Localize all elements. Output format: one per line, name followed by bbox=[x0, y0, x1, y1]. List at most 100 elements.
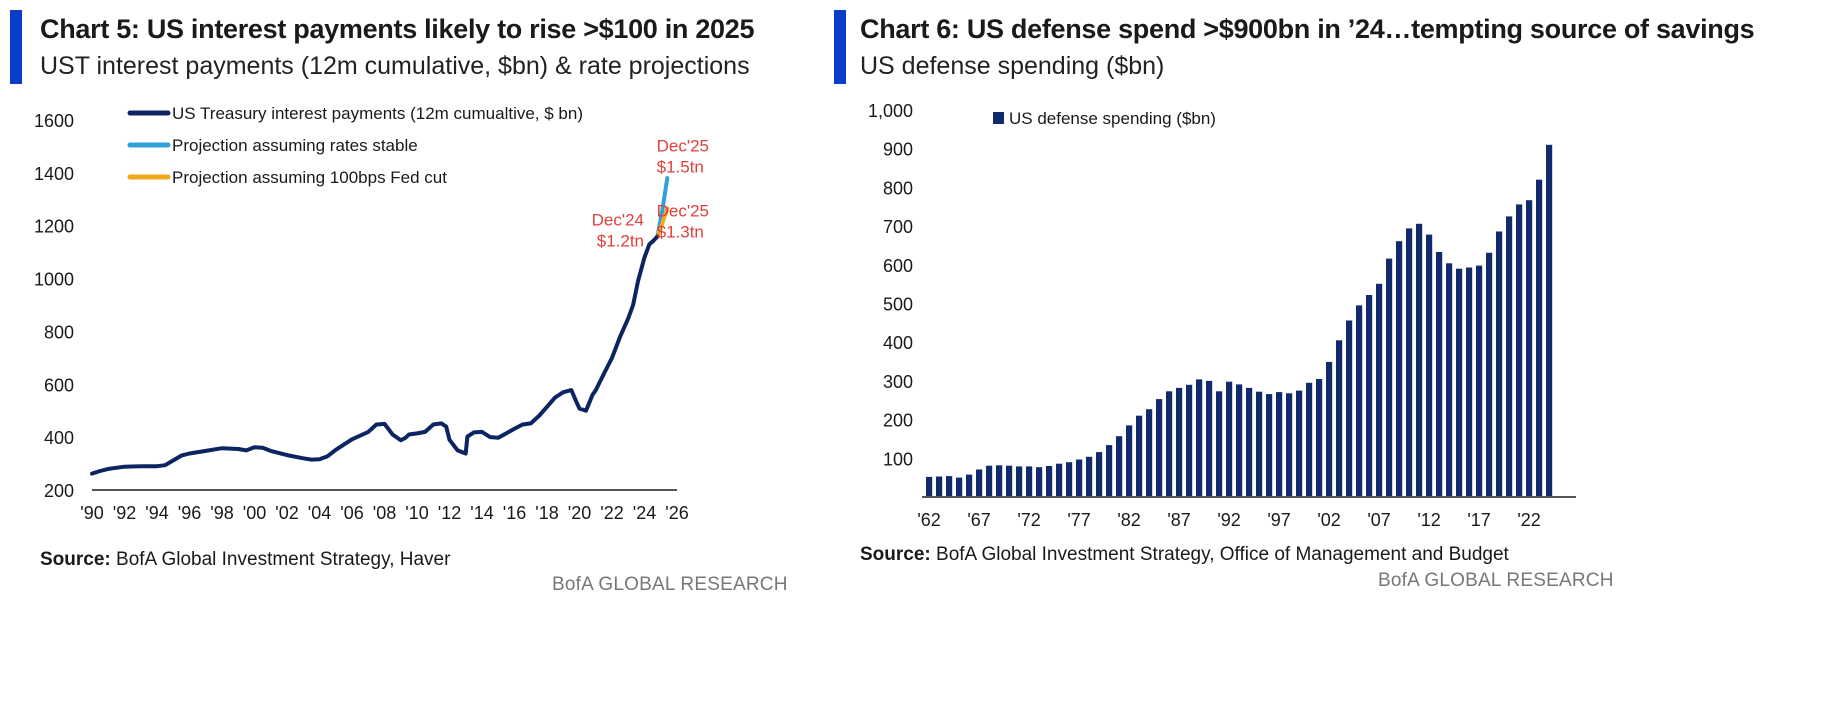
y-tick-label: 1600 bbox=[34, 111, 74, 131]
legend-label: US defense spending ($bn) bbox=[1009, 109, 1216, 128]
bar bbox=[936, 476, 943, 497]
x-tick-label: '08 bbox=[373, 503, 396, 523]
y-tick-label: 400 bbox=[44, 428, 74, 448]
x-tick-label: '02 bbox=[275, 503, 298, 523]
x-tick-label: '62 bbox=[917, 510, 940, 530]
bar bbox=[1126, 425, 1133, 497]
bar bbox=[1536, 179, 1543, 497]
title-accent-bar bbox=[834, 10, 846, 84]
source-text: BofA Global Investment Strategy, Haver bbox=[110, 549, 451, 570]
bar bbox=[956, 477, 963, 497]
bar bbox=[1366, 295, 1373, 497]
y-tick-label: 1400 bbox=[34, 164, 74, 184]
chart-5-subtitle: UST interest payments (12m cumulative, $… bbox=[40, 52, 750, 80]
bar bbox=[1376, 283, 1383, 497]
bar bbox=[1546, 144, 1553, 498]
bar bbox=[1016, 466, 1023, 497]
annotation-label: $1.2tn bbox=[597, 232, 644, 251]
bar bbox=[1266, 394, 1273, 497]
bar bbox=[1026, 466, 1033, 497]
x-tick-label: '22 bbox=[1517, 510, 1540, 530]
bar bbox=[1436, 252, 1443, 497]
bar bbox=[1186, 384, 1193, 497]
x-tick-label: '82 bbox=[1117, 510, 1140, 530]
x-tick-label: '12 bbox=[438, 503, 461, 523]
bar bbox=[1226, 381, 1233, 497]
x-tick-label: '24 bbox=[633, 503, 656, 523]
x-tick-label: '72 bbox=[1017, 510, 1040, 530]
x-tick-label: '18 bbox=[535, 503, 558, 523]
y-tick-label: 600 bbox=[44, 375, 74, 395]
bar bbox=[1396, 241, 1403, 497]
x-tick-label: '16 bbox=[503, 503, 526, 523]
chart-6-panel: Chart 6: US defense spend >$900bn in ’24… bbox=[834, 0, 1842, 704]
bar bbox=[1336, 340, 1343, 497]
bar bbox=[1166, 391, 1173, 497]
bar bbox=[1306, 382, 1313, 497]
source-label: Source: bbox=[40, 549, 111, 570]
bar bbox=[926, 476, 933, 497]
bar bbox=[1456, 268, 1463, 497]
bar bbox=[1046, 466, 1053, 497]
chart-6-title: Chart 6: US defense spend >$900bn in ’24… bbox=[860, 14, 1755, 44]
bar bbox=[1076, 459, 1083, 497]
bar bbox=[1246, 387, 1253, 497]
series-line-cut bbox=[655, 206, 670, 239]
x-tick-label: '92 bbox=[1217, 510, 1240, 530]
bar bbox=[1316, 379, 1323, 497]
bar bbox=[966, 474, 973, 497]
bar bbox=[1056, 463, 1063, 497]
x-tick-label: '92 bbox=[113, 503, 136, 523]
bar bbox=[1346, 320, 1353, 497]
bar bbox=[986, 465, 993, 497]
chart-6-brand: BofA GLOBAL RESEARCH bbox=[1378, 570, 1614, 591]
chart-6-subtitle: US defense spending ($bn) bbox=[860, 52, 1165, 80]
bar bbox=[1136, 415, 1143, 497]
y-tick-label: 500 bbox=[883, 295, 913, 315]
x-tick-label: '04 bbox=[308, 503, 331, 523]
bar bbox=[1406, 228, 1413, 497]
chart-5-brand: BofA GLOBAL RESEARCH bbox=[552, 574, 788, 595]
bar bbox=[1086, 456, 1093, 497]
bar bbox=[1106, 445, 1113, 497]
bar bbox=[1236, 384, 1243, 497]
bar bbox=[1066, 462, 1073, 497]
y-tick-label: 400 bbox=[883, 333, 913, 353]
y-tick-label: 1200 bbox=[34, 217, 74, 237]
annotation-label: $1.3tn bbox=[657, 222, 704, 241]
bar bbox=[1206, 380, 1213, 497]
x-tick-label: '96 bbox=[178, 503, 201, 523]
y-tick-label: 800 bbox=[883, 178, 913, 198]
x-tick-label: '12 bbox=[1417, 510, 1440, 530]
chart-6-source: Source: BofA Global Investment Strategy,… bbox=[860, 544, 1509, 566]
x-tick-label: '10 bbox=[405, 503, 428, 523]
chart-5-title: Chart 5: US interest payments likely to … bbox=[40, 14, 755, 44]
x-tick-label: '26 bbox=[665, 503, 688, 523]
y-tick-label: 200 bbox=[44, 481, 74, 501]
annotation-label: Dec'24 bbox=[592, 211, 644, 230]
chart-5-panel: Chart 5: US interest payments likely to … bbox=[0, 0, 900, 704]
x-tick-label: '90 bbox=[80, 503, 103, 523]
x-tick-label: '17 bbox=[1467, 510, 1490, 530]
bar bbox=[1036, 467, 1043, 497]
y-tick-label: 600 bbox=[883, 256, 913, 276]
bar bbox=[1176, 387, 1183, 497]
x-tick-label: '98 bbox=[210, 503, 233, 523]
x-tick-label: '14 bbox=[470, 503, 493, 523]
annotation-label: Dec'25 bbox=[657, 137, 709, 156]
chart-5-plot: 200 400 600 800 1000 1200 1400 1600 '90 '92 '94 '96… bbox=[34, 104, 709, 523]
bar bbox=[1466, 267, 1473, 497]
bar bbox=[1356, 305, 1363, 497]
legend-swatch bbox=[993, 112, 1004, 124]
legend-label-stable: Projection assuming rates stable bbox=[172, 136, 418, 155]
chart-6-plot: 100 200 300 400 500 600 700 800 900 1,000 '62 '67 '7… bbox=[868, 101, 1576, 530]
x-tick-label: '87 bbox=[1167, 510, 1190, 530]
annotation-label: $1.5tn bbox=[657, 158, 704, 177]
bar bbox=[1496, 231, 1503, 497]
x-tick-label: '94 bbox=[145, 503, 168, 523]
x-tick-label: '07 bbox=[1367, 510, 1390, 530]
y-tick-label: 1000 bbox=[34, 270, 74, 290]
x-tick-label: '97 bbox=[1267, 510, 1290, 530]
bar bbox=[1446, 263, 1453, 497]
bar bbox=[1416, 223, 1423, 498]
